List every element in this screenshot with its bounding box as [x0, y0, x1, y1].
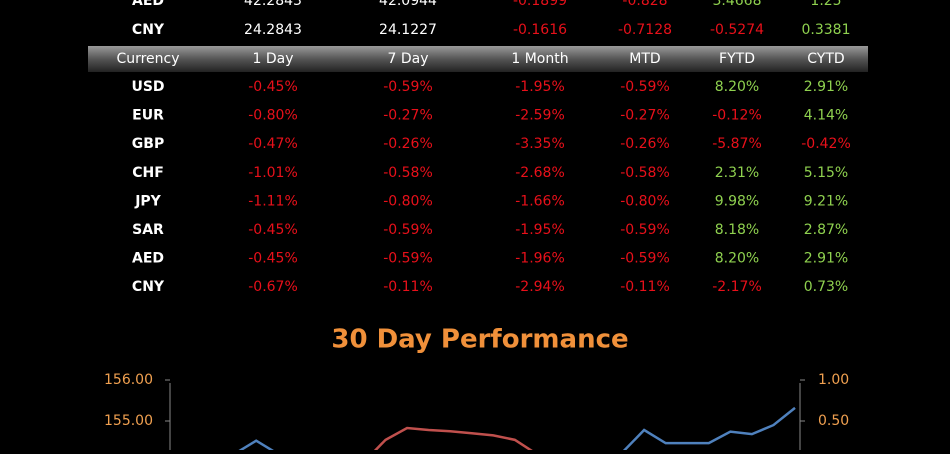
- performance-cell: -2.17%: [712, 279, 762, 295]
- y-tick-label: 155.00: [104, 413, 153, 429]
- performance-cell: -1.66%: [515, 193, 565, 209]
- column-header: CYTD: [807, 51, 844, 67]
- performance-cell: -2.68%: [515, 165, 565, 181]
- performance-cell: 9.21%: [804, 193, 848, 209]
- performance-cell: 0.73%: [804, 279, 848, 295]
- rate-cell: -0.5274: [710, 22, 764, 38]
- performance-cell: -0.45%: [248, 79, 298, 95]
- performance-cell: -0.11%: [383, 279, 433, 295]
- performance-cell: -0.67%: [248, 279, 298, 295]
- rate-cell: -0.1899: [513, 0, 567, 9]
- performance-cell: 8.18%: [715, 222, 759, 238]
- performance-cell: -1.96%: [515, 251, 565, 267]
- performance-cell: 2.91%: [804, 251, 848, 267]
- performance-cell: -0.45%: [248, 222, 298, 238]
- performance-cell: -0.47%: [248, 136, 298, 152]
- currency-code: CHF: [132, 165, 164, 181]
- rate-cell: 24.1227: [379, 22, 437, 38]
- currency-code: CNY: [132, 279, 165, 295]
- performance-cell: -5.87%: [712, 136, 762, 152]
- performance-cell: -2.59%: [515, 108, 565, 124]
- performance-cell: -0.45%: [248, 251, 298, 267]
- performance-cell: -0.59%: [383, 251, 433, 267]
- column-header: FYTD: [719, 51, 755, 67]
- currency-code: EUR: [132, 108, 164, 124]
- performance-cell: -0.59%: [620, 79, 670, 95]
- column-header: 1 Day: [252, 51, 293, 67]
- performance-cell: 9.98%: [715, 193, 759, 209]
- rate-cell: -0.1616: [513, 22, 567, 38]
- performance-cell: -0.80%: [248, 108, 298, 124]
- performance-cell: -0.11%: [620, 279, 670, 295]
- rate-cell: 0.3381: [802, 22, 851, 38]
- performance-cell: -1.11%: [248, 193, 298, 209]
- performance-cell: -0.12%: [712, 108, 762, 124]
- performance-cell: -0.42%: [801, 136, 851, 152]
- performance-cell: -0.58%: [383, 165, 433, 181]
- performance-cell: -0.27%: [620, 108, 670, 124]
- rate-cell: 42.0944: [379, 0, 437, 9]
- currency-code: AED: [132, 0, 164, 9]
- performance-cell: -0.59%: [383, 222, 433, 238]
- column-header: MTD: [629, 51, 660, 67]
- performance-cell: -0.58%: [620, 165, 670, 181]
- rate-cell: -0.7128: [618, 22, 672, 38]
- performance-cell: -0.80%: [620, 193, 670, 209]
- performance-cell: -0.59%: [620, 251, 670, 267]
- currency-code: GBP: [132, 136, 164, 152]
- series-line: [170, 406, 796, 454]
- performance-cell: 4.14%: [804, 108, 848, 124]
- series-line: [370, 426, 541, 454]
- performance-cell: -0.59%: [383, 79, 433, 95]
- rate-cell: 42.2843: [244, 0, 302, 9]
- currency-code: CNY: [132, 22, 165, 38]
- y-tick-label: 156.00: [104, 372, 153, 388]
- y2-tick-label: 0.50: [818, 413, 849, 429]
- rate-cell: 3.4668: [713, 0, 762, 9]
- performance-cell: -0.59%: [620, 222, 670, 238]
- header-bar: [88, 46, 868, 72]
- performance-cell: -1.01%: [248, 165, 298, 181]
- performance-cell: 2.87%: [804, 222, 848, 238]
- currency-code: JPY: [134, 193, 161, 209]
- column-header: 7 Day: [387, 51, 428, 67]
- column-header: Currency: [116, 51, 179, 67]
- y2-tick-label: 1.00: [818, 372, 849, 388]
- column-header: 1 Month: [511, 51, 568, 67]
- currency-code: USD: [131, 79, 164, 95]
- performance-cell: 2.31%: [715, 165, 759, 181]
- performance-cell: -2.94%: [515, 279, 565, 295]
- performance-cell: 8.20%: [715, 79, 759, 95]
- performance-cell: 8.20%: [715, 251, 759, 267]
- performance-cell: -0.26%: [383, 136, 433, 152]
- performance-cell: -1.95%: [515, 222, 565, 238]
- performance-cell: -0.80%: [383, 193, 433, 209]
- currency-code: AED: [132, 251, 164, 267]
- rate-cell: 24.2843: [244, 22, 302, 38]
- performance-cell: 2.91%: [804, 79, 848, 95]
- performance-cell: -0.27%: [383, 108, 433, 124]
- chart-title: 30 Day Performance: [331, 325, 628, 355]
- performance-cell: 5.15%: [804, 165, 848, 181]
- rate-cell: 1.25: [810, 0, 841, 9]
- currency-code: SAR: [132, 222, 164, 238]
- rate-cell: -0.828: [622, 0, 667, 9]
- performance-cell: -0.26%: [620, 136, 670, 152]
- performance-cell: -1.95%: [515, 79, 565, 95]
- performance-cell: -3.35%: [515, 136, 565, 152]
